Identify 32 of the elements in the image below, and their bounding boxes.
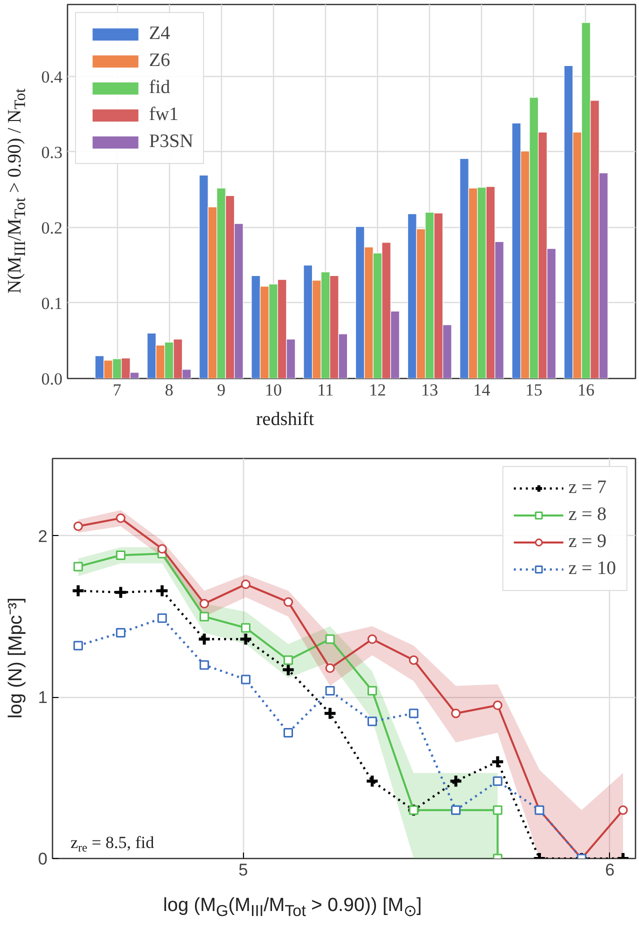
y-tick-label: 0.1 — [41, 294, 62, 313]
y-axis-title: log (N) [Mpc⁻³] — [4, 597, 28, 719]
x-tick-label: 12 — [369, 380, 386, 400]
x-tick-label: 7 — [112, 380, 122, 400]
x-tick-label: 14 — [473, 380, 491, 400]
x-tick-label: 5 — [238, 860, 248, 880]
y-tick-label: 0.3 — [41, 142, 62, 162]
x-tick-label: 10 — [264, 380, 282, 400]
x-tick-label: 9 — [216, 380, 226, 400]
x-tick-label: 8 — [164, 380, 174, 400]
legend-label: z = 7 — [568, 477, 606, 499]
legend-label: fw1 — [149, 104, 179, 126]
legend-label: z = 10 — [568, 558, 616, 580]
x-tick-label: 15 — [525, 380, 542, 400]
legend-label: z = 8 — [568, 504, 606, 526]
x-tick-label: 6 — [605, 860, 615, 880]
x-axis-title: redshift — [254, 408, 316, 432]
legend-label: fid — [149, 77, 170, 99]
legend-label: z = 9 — [568, 531, 606, 553]
y-tick-label: 0.4 — [41, 67, 63, 86]
text: log (M$_{G}$(M$_{III}$/M$_{Tot}$ > 0.90)) [M$_{⊙}$] — [163, 895, 422, 920]
x-tick-label: 13 — [421, 380, 438, 400]
legend-label: Z6 — [149, 50, 170, 72]
x-tick-label: 16 — [577, 380, 594, 400]
y-tick-label: 0.2 — [41, 218, 62, 238]
legend-label: P3SN — [149, 131, 194, 153]
y-tick-label: 0.0 — [41, 370, 62, 388]
x-tick-label: 11 — [317, 380, 334, 400]
y-tick-label: 1 — [38, 688, 48, 708]
y-tick-label: 0 — [38, 850, 48, 868]
y-tick-label: 2 — [38, 526, 48, 546]
legend-label: Z4 — [149, 23, 170, 45]
